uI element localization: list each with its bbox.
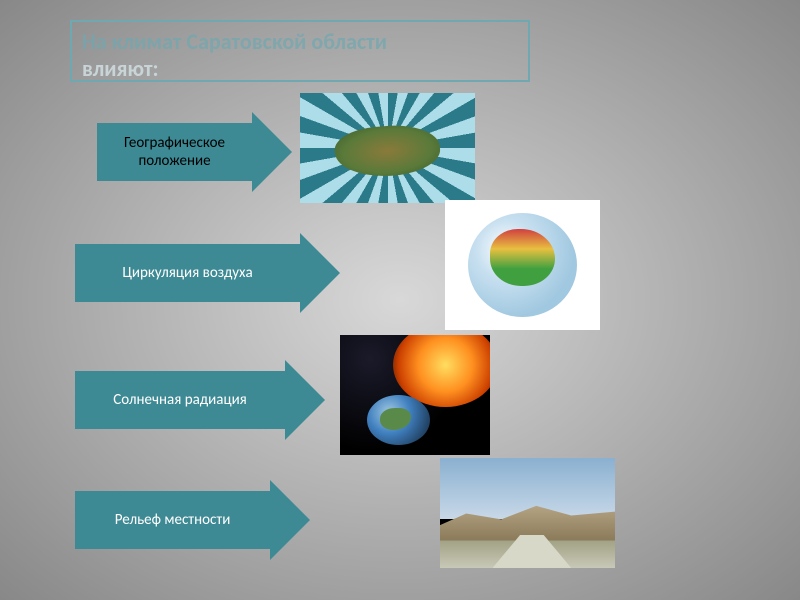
illustration-1 xyxy=(445,200,600,330)
title-line-2: влияют: xyxy=(82,55,518,82)
arrow-label-3: Рельеф местности xyxy=(75,491,270,549)
illustration-3 xyxy=(440,458,615,568)
arrow-head-icon xyxy=(270,480,310,560)
title-line-1: На климат Саратовской области xyxy=(82,28,518,55)
arrow-head-icon xyxy=(252,112,292,192)
arrow-1: Циркуляция воздуха xyxy=(75,233,340,313)
illustration-0 xyxy=(300,93,475,203)
illustration-2 xyxy=(340,335,490,455)
arrow-label-2: Солнечная радиация xyxy=(75,371,285,429)
arrow-3: Рельеф местности xyxy=(75,480,310,560)
arrow-2: Солнечная радиация xyxy=(75,360,325,440)
arrow-head-icon xyxy=(285,360,325,440)
arrow-label-1: Циркуляция воздуха xyxy=(75,244,300,302)
arrow-0: Географическое положение xyxy=(97,112,292,192)
title-box: На климат Саратовской области влияют: xyxy=(70,20,530,82)
arrow-label-0: Географическое положение xyxy=(97,123,252,181)
arrow-head-icon xyxy=(300,233,340,313)
